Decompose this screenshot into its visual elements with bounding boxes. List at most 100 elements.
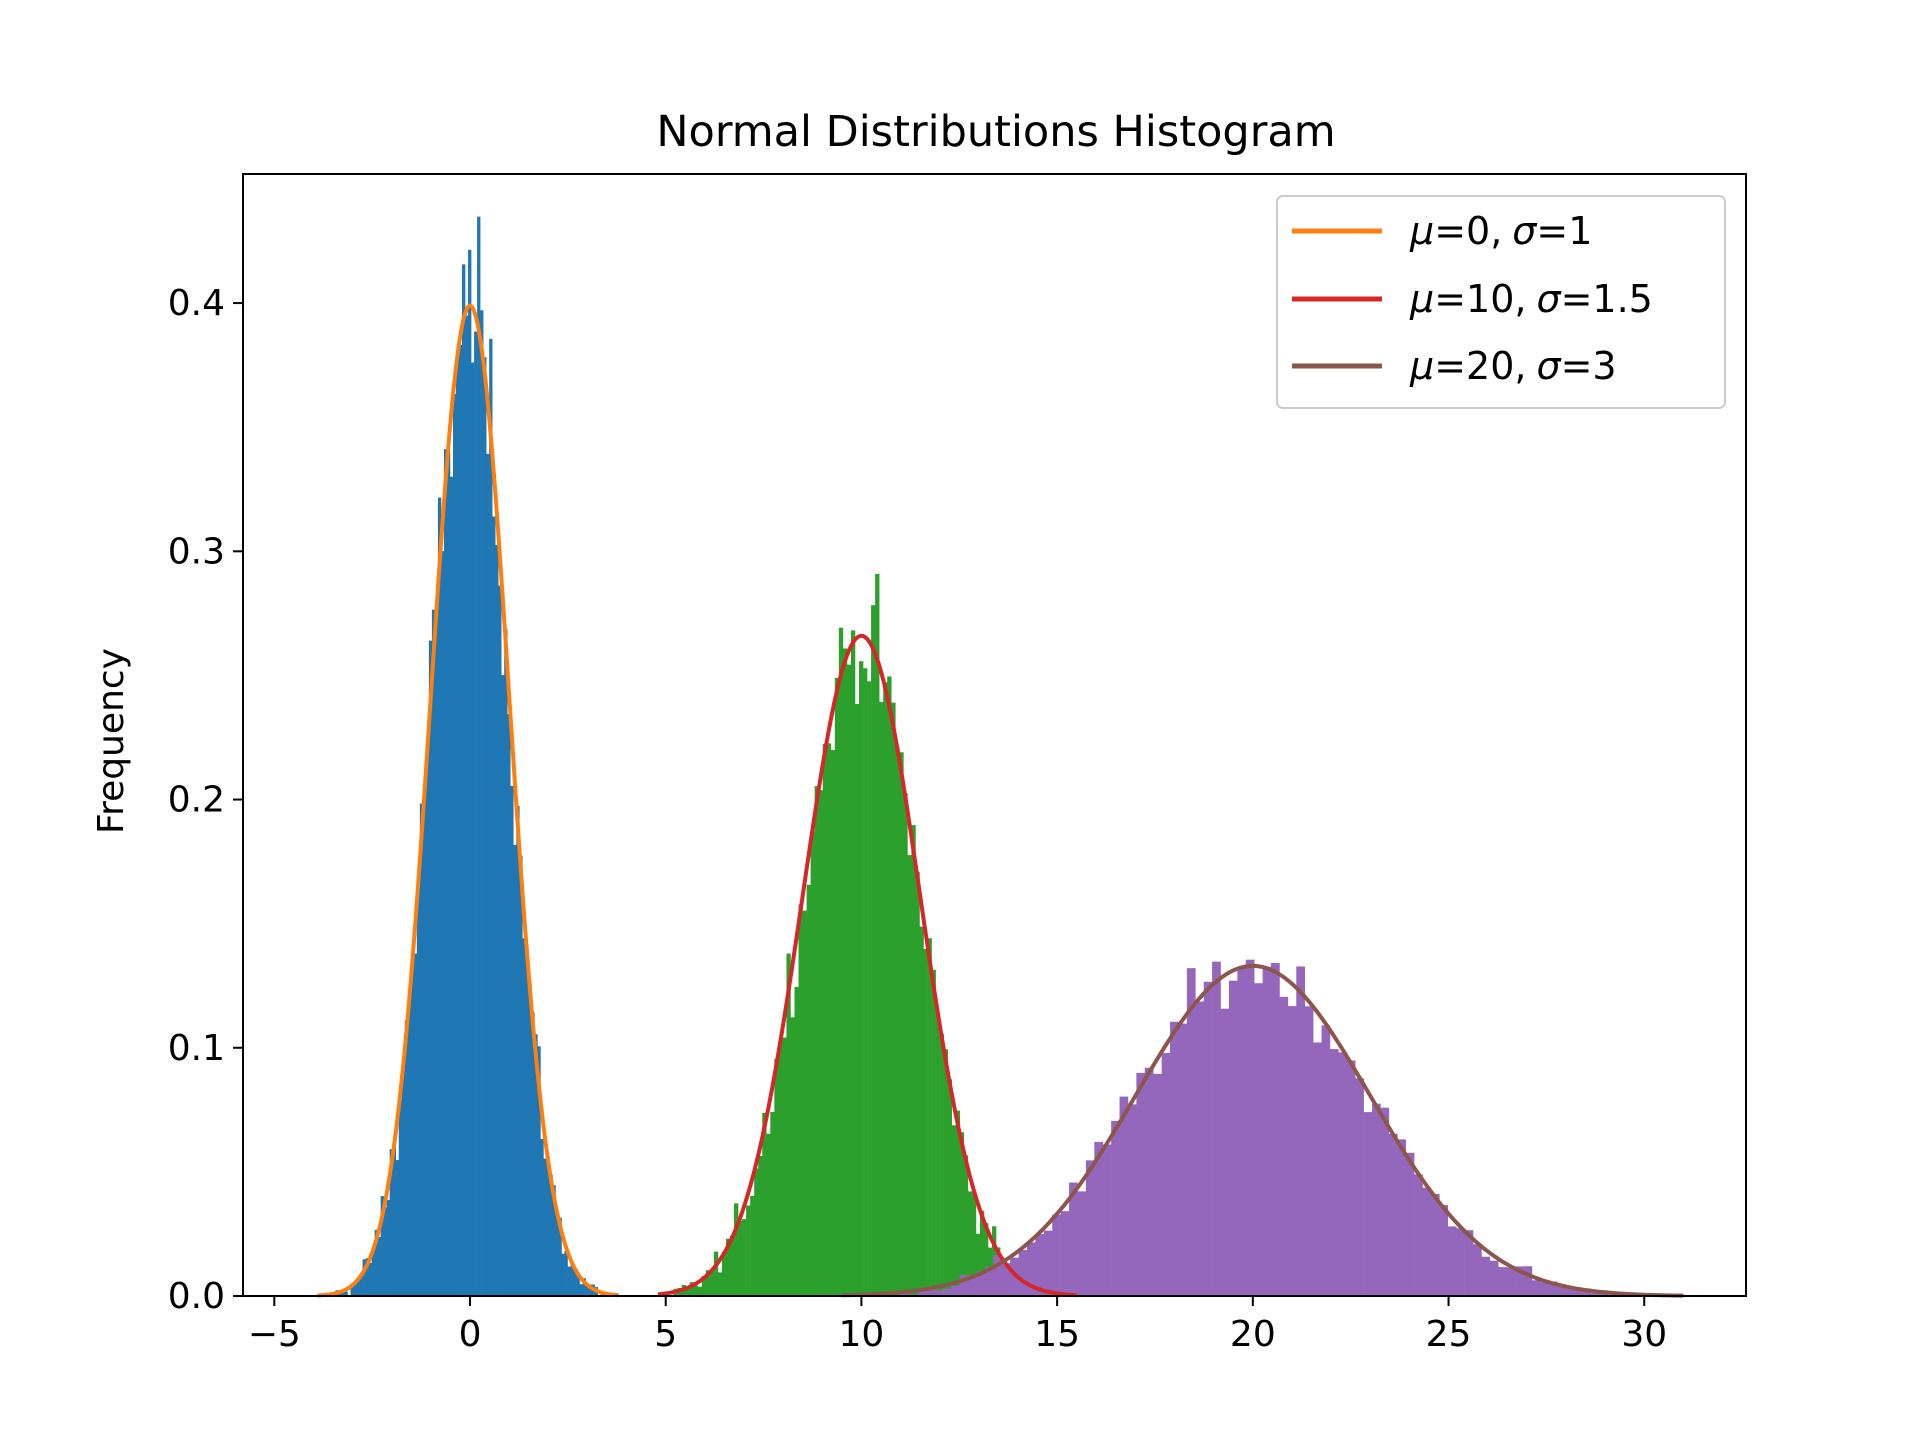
- histogram-1: [317, 216, 620, 1297]
- histogram-bar: [1388, 1133, 1398, 1296]
- histogram-bar: [746, 1205, 751, 1296]
- histogram-bar: [963, 1155, 969, 1296]
- histogram-bar: [782, 1037, 787, 1296]
- histogram-bar: [927, 938, 932, 1296]
- histogram-bar: [1195, 1001, 1205, 1296]
- histogram-bar: [419, 803, 424, 1296]
- pdf-curves: [317, 303, 1684, 1298]
- histogram-bar: [531, 1012, 535, 1296]
- histogram-bar: [1296, 966, 1305, 1296]
- histogram-bar: [1338, 1052, 1348, 1296]
- legend-mu-symbol: μ: [1409, 277, 1434, 321]
- histogram-bar: [462, 264, 466, 1296]
- histogram-bar: [863, 668, 868, 1296]
- histogram-bar: [468, 249, 472, 1297]
- histogram-bar: [440, 551, 445, 1296]
- histogram-bar: [968, 1275, 977, 1296]
- x-tick-label: 30: [1621, 1314, 1667, 1355]
- histogram-bar: [850, 630, 856, 1296]
- histogram-bar: [975, 1233, 981, 1296]
- histogram-bar: [501, 675, 505, 1296]
- histogram-bar: [1346, 1060, 1356, 1296]
- histogram-bar: [798, 904, 803, 1296]
- legend-sigma-symbol: σ: [1536, 344, 1562, 388]
- histogram-bar: [790, 1017, 795, 1296]
- histogram-bar: [504, 629, 508, 1296]
- histogram-bar: [380, 1196, 384, 1296]
- histogram-bar: [899, 752, 904, 1296]
- histogram-bar: [926, 1287, 935, 1296]
- histogram-bar: [1531, 1280, 1541, 1296]
- histogram-bar: [867, 681, 872, 1296]
- histogram-bar: [1498, 1267, 1507, 1296]
- histogram-bar: [389, 1149, 394, 1296]
- histogram-bar: [701, 1276, 707, 1296]
- pdf-curve-series-1: [317, 303, 619, 1298]
- histogram-bar: [1085, 1160, 1095, 1296]
- legend-sigma-value: =1.5: [1561, 277, 1653, 321]
- histogram-bar: [1573, 1288, 1583, 1296]
- histogram-bar: [510, 785, 514, 1296]
- histogram-bar: [871, 605, 876, 1296]
- histogram-bar: [1439, 1205, 1449, 1296]
- histogram-bar: [1228, 980, 1238, 1296]
- legend-label-series-3: μ=20, σ=3: [1409, 344, 1617, 388]
- histogram-bar: [976, 1271, 986, 1296]
- histogram-bar: [917, 1291, 927, 1296]
- histogram-bar: [495, 544, 499, 1296]
- histogram-bar: [1422, 1187, 1432, 1296]
- histogram-bar: [374, 1229, 378, 1296]
- histogram-bar: [1304, 1006, 1314, 1296]
- histogram-bar: [588, 1284, 592, 1296]
- histogram-bar: [395, 1160, 400, 1296]
- histogram-bar: [903, 793, 908, 1296]
- histogram-bar: [907, 855, 912, 1296]
- histogram-bar: [979, 1210, 985, 1296]
- histogram-bar: [410, 960, 415, 1296]
- histogram-bar: [365, 1258, 369, 1296]
- histogram-bar: [1397, 1139, 1406, 1296]
- histogram-bar: [443, 449, 448, 1296]
- histogram-bar: [1464, 1230, 1474, 1296]
- histogram-bar: [854, 703, 860, 1296]
- histogram-bar: [915, 872, 920, 1296]
- histogram-bar: [1506, 1267, 1516, 1296]
- histogram-bar: [359, 1273, 363, 1296]
- histogram-bar: [814, 786, 819, 1296]
- histogram-bar: [729, 1235, 735, 1296]
- histogram-bar: [555, 1215, 559, 1296]
- y-tick-label: 0.4: [168, 283, 225, 324]
- plot-frame: [242, 173, 1747, 1297]
- histogram-bar: [838, 627, 844, 1296]
- histogram-bar: [401, 1067, 406, 1296]
- histogram-bar: [1035, 1234, 1045, 1296]
- histogram-bar: [794, 986, 799, 1296]
- histogram-bar: [456, 350, 460, 1296]
- histogram-bar: [471, 362, 475, 1297]
- y-axis-label: Frequency: [91, 648, 132, 834]
- histogram-bar: [750, 1195, 755, 1296]
- histogram-bar: [1010, 1257, 1019, 1296]
- histogram-bar: [431, 609, 436, 1296]
- histogram-bar: [709, 1271, 715, 1296]
- histogram-bar: [483, 357, 487, 1296]
- histogram-bar: [1540, 1282, 1550, 1296]
- x-axis-ticks: −5 0 5 10 15 20 25 30: [248, 1296, 1667, 1355]
- legend-label-series-2: μ=10, σ=1.5: [1409, 277, 1653, 321]
- histogram-bar: [519, 855, 523, 1296]
- histogram-bar: [534, 1034, 538, 1296]
- histogram-bar: [1313, 1042, 1322, 1296]
- legend-sigma-value: =1: [1536, 209, 1592, 253]
- legend-sigma-value: =3: [1561, 344, 1617, 388]
- histogram-bar: [546, 1156, 550, 1296]
- histogram-bar: [911, 825, 916, 1296]
- x-tick-label: 10: [839, 1314, 885, 1355]
- histogram-bar: [522, 938, 526, 1296]
- histogram-bar: [923, 949, 928, 1296]
- histogram-2: [673, 573, 1077, 1296]
- histogram-bar: [1220, 1008, 1230, 1296]
- histogram-bar: [561, 1253, 565, 1296]
- histogram-bar: [1026, 1242, 1036, 1296]
- histogram-bar: [371, 1249, 375, 1296]
- histogram-bar: [558, 1217, 562, 1296]
